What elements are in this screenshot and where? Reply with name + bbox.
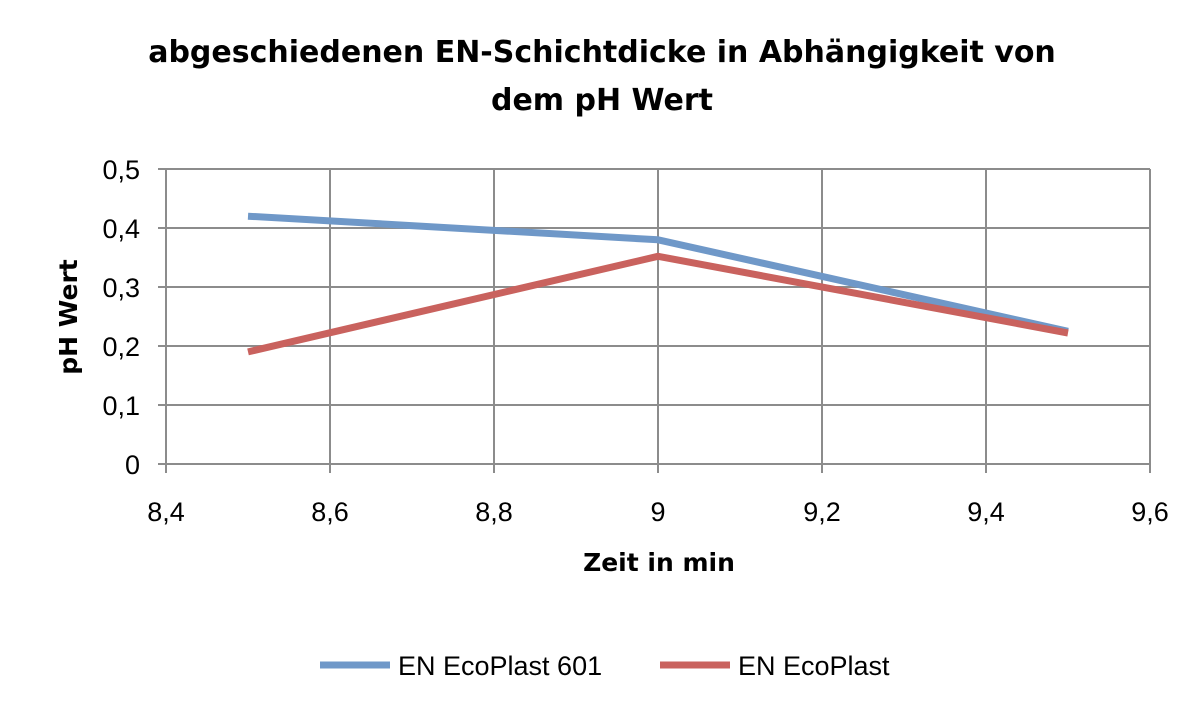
legend-label: EN EcoPlast	[738, 651, 890, 681]
axes	[158, 168, 1151, 473]
y-tick-labels: 0 0,1 0,2 0,3 0,4 0,5	[102, 155, 140, 480]
x-tick-label: 8,6	[311, 497, 349, 527]
y-tick-label: 0,1	[102, 391, 140, 421]
series-line-2	[247, 252, 1069, 356]
legend-label: EN EcoPlast 601	[398, 651, 602, 681]
chart-title-line-1: abgeschiedenen EN-Schichtdicke in Abhäng…	[148, 35, 1056, 70]
y-tick-label: 0,3	[102, 273, 140, 303]
x-tick-label: 8,8	[475, 497, 513, 527]
x-axis-label: Zeit in min	[583, 548, 735, 577]
chart-title: abgeschiedenen EN-Schichtdicke in Abhäng…	[148, 35, 1056, 118]
series-line-1	[247, 212, 1069, 335]
x-tick-label: 9,2	[803, 497, 841, 527]
x-tick-label: 9,6	[1131, 497, 1169, 527]
legend-item-1: EN EcoPlast 601	[320, 651, 602, 681]
x-tick-label: 9,4	[967, 497, 1005, 527]
x-tick-label: 9	[650, 497, 665, 527]
y-tick-label: 0,4	[102, 214, 140, 244]
y-tick-label: 0	[125, 450, 140, 480]
y-tick-label: 0,5	[102, 155, 140, 185]
x-tick-labels: 8,4 8,6 8,8 9 9,2 9,4 9,6	[147, 497, 1169, 527]
chart-title-line-2: dem pH Wert	[491, 83, 713, 118]
x-tick-label: 8,4	[147, 497, 185, 527]
y-tick-label: 0,2	[102, 332, 140, 362]
series-lines	[247, 212, 1069, 356]
y-axis-label: pH Wert	[54, 259, 83, 374]
legend-item-2: EN EcoPlast	[660, 651, 890, 681]
legend: EN EcoPlast 601 EN EcoPlast	[320, 651, 890, 681]
